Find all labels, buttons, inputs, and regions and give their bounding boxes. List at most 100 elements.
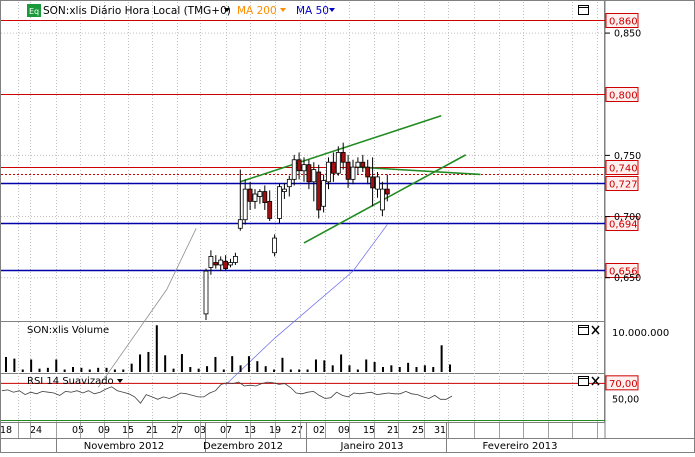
candle-body <box>262 191 268 203</box>
candle <box>232 252 238 265</box>
candle <box>252 189 258 209</box>
volume-panel-title: SON:xlis Volume <box>27 325 109 336</box>
candle <box>384 174 390 202</box>
volume-bar <box>323 360 326 372</box>
x-tick-label: 02 <box>313 425 325 436</box>
ma200-legend[interactable]: MA 200 <box>237 5 277 17</box>
volume-bar <box>206 366 209 372</box>
candle-body <box>306 164 312 183</box>
volume-bar <box>5 356 7 372</box>
rsi-panel-title: RSI 14 Suavizado <box>27 376 114 387</box>
equity-badge-label: Eq <box>29 7 39 16</box>
volume-bar <box>197 368 200 372</box>
candle-body <box>296 159 302 172</box>
candle-body <box>272 237 278 254</box>
volume-bar <box>440 345 443 372</box>
x-tick-label: 21 <box>387 425 399 436</box>
volume-bar <box>314 359 317 372</box>
candle <box>345 154 351 188</box>
volume-bar <box>407 362 410 372</box>
month-label: Fevereiro 2013 <box>483 441 558 452</box>
equity-badge[interactable] <box>27 4 41 17</box>
rsi-dropdown-icon[interactable] <box>117 379 123 383</box>
candle-body <box>379 188 385 211</box>
month-label: Janeiro 2013 <box>340 441 404 452</box>
title-dropdown-icon[interactable] <box>224 8 230 12</box>
rsi-level-box <box>605 375 639 391</box>
candle <box>335 146 341 176</box>
candle-body <box>252 193 258 202</box>
ma200-dropdown-icon[interactable] <box>280 8 286 12</box>
volume-bar <box>281 357 284 372</box>
candle-body <box>340 152 346 163</box>
rsi-line: 70,00 50,00 <box>1 375 639 421</box>
volume-bar <box>30 359 33 372</box>
rsi-tick-label: 50,00 <box>612 395 639 406</box>
volume-bar <box>423 365 426 372</box>
price-maximize-icon[interactable] <box>578 5 589 15</box>
candle-body <box>326 161 331 183</box>
candle-body <box>321 180 327 207</box>
candle-body <box>223 260 229 270</box>
volume-bar <box>97 367 100 372</box>
candle <box>247 181 253 210</box>
candle <box>208 250 214 275</box>
candle <box>262 185 268 210</box>
candle <box>203 268 209 320</box>
ma50-line <box>225 224 388 386</box>
volume-bar <box>13 358 16 372</box>
candle-body <box>384 188 390 195</box>
volume-close-icon[interactable] <box>591 325 600 335</box>
volume-maximize-icon[interactable] <box>578 325 589 335</box>
candle <box>237 169 243 231</box>
grid-layer <box>1 2 604 422</box>
candle-body <box>350 166 356 180</box>
rsi-level-label: 70,00 <box>609 379 638 390</box>
trend-line <box>357 166 481 176</box>
trend-line <box>303 154 467 244</box>
candle <box>311 162 317 202</box>
trend-line <box>240 114 442 183</box>
volume-bar <box>214 356 217 372</box>
rsi-close-icon[interactable] <box>591 376 600 386</box>
volume-bar <box>289 369 292 372</box>
candle-body <box>232 255 238 263</box>
candle-body <box>237 219 243 229</box>
candles <box>203 142 390 320</box>
volume-bars <box>5 325 451 372</box>
level-label: 0,727 <box>609 180 638 191</box>
candle-body <box>370 176 376 189</box>
trend-lines <box>240 114 481 244</box>
candle-body <box>203 270 209 315</box>
level-label: 0,860 <box>609 17 638 28</box>
candle-body <box>360 161 366 168</box>
volume-bar <box>398 366 401 372</box>
volume-bar <box>105 367 108 372</box>
candle-body <box>286 178 292 188</box>
candle <box>296 152 302 180</box>
volume-bar <box>88 369 91 372</box>
candle <box>306 159 312 190</box>
candle <box>355 157 361 175</box>
volume-bar <box>55 359 58 372</box>
volume-bar <box>331 365 334 372</box>
volume-bar <box>256 361 259 372</box>
x-tick-label: 24 <box>30 425 42 436</box>
chart-title: SON:xlis Diário Hora Local (TMG+0) <box>43 5 231 17</box>
volume-bar <box>139 354 142 372</box>
candle-body <box>242 188 248 221</box>
candle-body <box>311 169 317 183</box>
volume-bar <box>130 363 133 372</box>
candle-body <box>208 255 214 268</box>
candle <box>228 258 233 268</box>
candle <box>301 157 307 182</box>
volume-bar <box>21 369 24 372</box>
volume-bar <box>373 361 376 372</box>
volume-bar <box>390 365 393 372</box>
volume-bar <box>189 366 192 372</box>
candle-body <box>301 164 307 172</box>
ma50-legend[interactable]: MA 50 <box>296 5 329 17</box>
rsi-maximize-icon[interactable] <box>578 376 589 386</box>
ma50-dropdown-icon[interactable] <box>329 8 335 12</box>
candle-body <box>365 166 371 178</box>
